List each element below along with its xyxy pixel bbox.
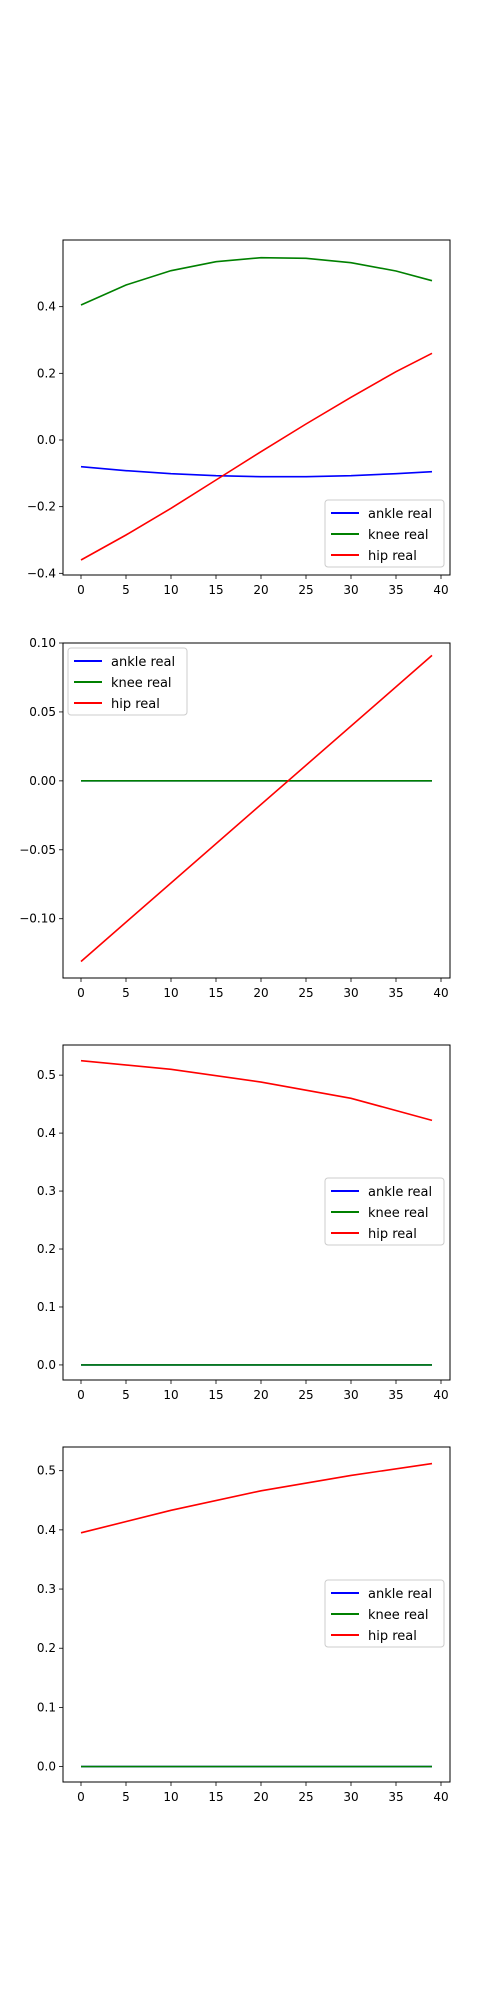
legend-label: hip real <box>368 1629 417 1644</box>
x-tick-label: 15 <box>208 986 223 1000</box>
x-tick-label: 25 <box>298 986 313 1000</box>
x-tick-label: 40 <box>433 1388 448 1402</box>
x-tick-label: 30 <box>343 1388 358 1402</box>
x-tick-label: 25 <box>298 583 313 597</box>
x-tick-label: 35 <box>388 583 403 597</box>
x-tick-label: 5 <box>122 986 130 1000</box>
legend-label: knee real <box>368 528 429 543</box>
x-tick-label: 40 <box>433 1790 448 1804</box>
y-tick-label: −0.10 <box>19 912 56 926</box>
y-tick-label: 0.1 <box>37 1300 56 1314</box>
legend-box <box>324 499 445 568</box>
x-tick-label: 35 <box>388 1388 403 1402</box>
y-tick-label: 0.1 <box>37 1700 56 1714</box>
y-tick-label: −0.4 <box>27 566 56 580</box>
legend-label: ankle real <box>111 655 175 670</box>
y-tick-label: 0.2 <box>37 366 56 380</box>
x-tick-label: 40 <box>433 986 448 1000</box>
x-tick-label: 15 <box>208 1790 223 1804</box>
x-tick-label: 25 <box>298 1388 313 1402</box>
legend-label: knee real <box>368 1608 429 1623</box>
x-tick-label: 5 <box>122 583 130 597</box>
axes-frame <box>62 1044 451 1381</box>
chart-panel-1: 0 5 10 15 20 25 30 35 40 −0.4 −0.2 0.0 0.2 0.4 ankle r… <box>27 239 451 597</box>
series-line-hip-real <box>80 1462 433 1534</box>
y-tick-label: 0.0 <box>37 433 56 447</box>
axes-frame <box>62 1446 451 1783</box>
x-tick-label: 40 <box>433 583 448 597</box>
x-tick-label: 30 <box>343 986 358 1000</box>
y-tick-label: 0.0 <box>37 1760 56 1774</box>
x-tick-label: 20 <box>253 583 268 597</box>
legend-label: knee real <box>368 1206 429 1221</box>
x-tick-label: 35 <box>388 1790 403 1804</box>
x-tick-label: 20 <box>253 986 268 1000</box>
axes-frame <box>62 642 451 979</box>
legend-label: knee real <box>111 676 172 691</box>
y-tick-label: 0.3 <box>37 1184 56 1198</box>
legend-label: ankle real <box>368 1185 432 1200</box>
y-tick-label: 0.05 <box>29 705 56 719</box>
legend-label: hip real <box>368 1227 417 1242</box>
x-tick-label: 35 <box>388 986 403 1000</box>
x-tick-label: 30 <box>343 1790 358 1804</box>
x-tick-label: 0 <box>77 583 85 597</box>
x-tick-label: 30 <box>343 583 358 597</box>
y-tick-label: 0.10 <box>29 636 56 650</box>
y-tick-label: −0.05 <box>19 843 56 857</box>
x-tick-label: 20 <box>253 1388 268 1402</box>
series-line-ankle-real <box>80 465 433 478</box>
chart-panel-3: 0 5 10 15 20 25 30 35 40 0.0 0.1 0.2 0.3 0.4 0.5 ankle … <box>37 1044 451 1402</box>
x-tick-label: 20 <box>253 1790 268 1804</box>
chart-panel-2: 0 5 10 15 20 25 30 35 40 −0.10 −0.05 0.00 0.05 0.10 an… <box>19 636 451 1000</box>
series-line-knee-real <box>80 256 433 306</box>
y-tick-label: 0.5 <box>37 1068 56 1082</box>
y-tick-label: 0.4 <box>37 300 56 314</box>
legend-box <box>67 647 188 716</box>
legend-box <box>324 1177 445 1246</box>
x-tick-label: 5 <box>122 1388 130 1402</box>
y-tick-label: 0.0 <box>37 1358 56 1372</box>
y-tick-label: 0.4 <box>37 1523 56 1537</box>
y-tick-label: 0.00 <box>29 774 56 788</box>
x-tick-label: 10 <box>163 986 178 1000</box>
x-tick-label: 10 <box>163 583 178 597</box>
y-tick-label: 0.2 <box>37 1641 56 1655</box>
y-tick-label: 0.5 <box>37 1464 56 1478</box>
x-tick-label: 0 <box>77 1388 85 1402</box>
legend: ankle real knee real hip real <box>324 1177 445 1246</box>
x-tick-label: 15 <box>208 1388 223 1402</box>
x-tick-label: 25 <box>298 1790 313 1804</box>
y-tick-label: 0.3 <box>37 1582 56 1596</box>
series-line-hip-real <box>80 352 433 561</box>
series-line-hip-real <box>80 654 433 963</box>
chart-panel-4: 0 5 10 15 20 25 30 35 40 0.0 0.1 0.2 0.3 0.4 0.5 ankle … <box>37 1446 451 1804</box>
legend-label: hip real <box>111 697 160 712</box>
x-tick-label: 10 <box>163 1388 178 1402</box>
legend-label: ankle real <box>368 1587 432 1602</box>
x-tick-label: 5 <box>122 1790 130 1804</box>
legend: ankle real knee real hip real <box>324 499 445 568</box>
legend-label: hip real <box>368 549 417 564</box>
y-tick-label: 0.2 <box>37 1242 56 1256</box>
x-tick-label: 0 <box>77 986 85 1000</box>
legend-box <box>324 1579 445 1648</box>
y-tick-label: 0.4 <box>37 1126 56 1140</box>
x-tick-label: 10 <box>163 1790 178 1804</box>
legend: ankle real knee real hip real <box>67 647 188 716</box>
x-tick-label: 15 <box>208 583 223 597</box>
axes-frame <box>62 239 451 576</box>
legend: ankle real knee real hip real <box>324 1579 445 1648</box>
y-tick-label: −0.2 <box>27 500 56 514</box>
legend-label: ankle real <box>368 507 432 522</box>
series-line-hip-real <box>80 1059 433 1122</box>
x-tick-label: 0 <box>77 1790 85 1804</box>
